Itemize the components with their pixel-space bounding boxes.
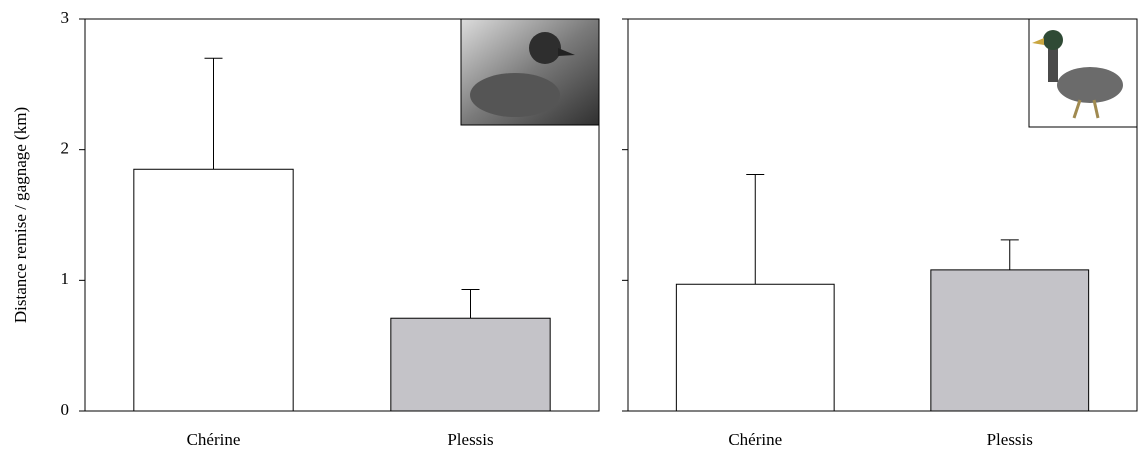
- plot-frame: [627, 18, 1138, 412]
- bar: [675, 283, 835, 412]
- mallard-photo: [1028, 18, 1138, 128]
- bar: [390, 317, 551, 412]
- x-tick-label: Plessis: [447, 430, 493, 449]
- y-tick-label: 3: [61, 8, 70, 27]
- y-tick-label: 1: [61, 269, 70, 288]
- x-tick-label: Plessis: [987, 430, 1033, 449]
- x-tick-label: Chérine: [187, 430, 241, 449]
- bar: [930, 269, 1090, 412]
- plot-frame: [84, 18, 600, 412]
- y-tick-label: 0: [61, 400, 70, 419]
- x-tick-label: Chérine: [728, 430, 782, 449]
- y-tick-label: 2: [61, 139, 70, 158]
- bar: [133, 168, 294, 412]
- teal-photo: [460, 18, 600, 126]
- y-axis-label: Distance remise / gagnage (km): [11, 107, 30, 323]
